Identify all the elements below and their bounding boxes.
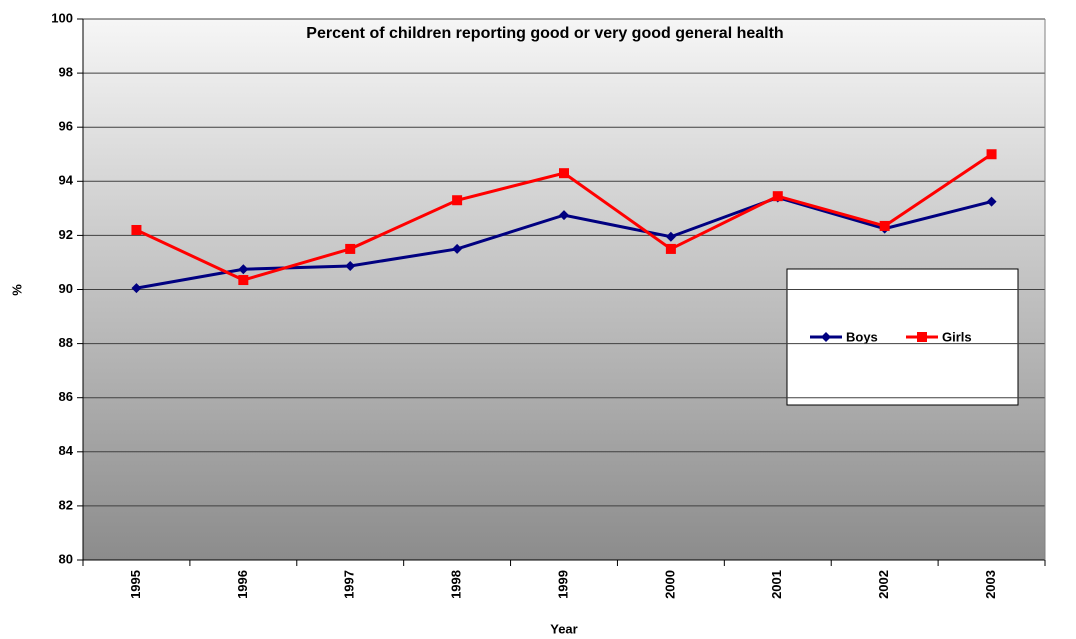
marker bbox=[665, 243, 676, 254]
marker bbox=[131, 283, 142, 294]
marker bbox=[559, 210, 569, 221]
x-tick-label: 1996 bbox=[235, 570, 250, 599]
legend: Boys Girls bbox=[786, 268, 1019, 406]
y-axis-title: % bbox=[9, 284, 24, 296]
marker bbox=[879, 220, 890, 231]
marker bbox=[345, 260, 356, 271]
x-tick-label: 2002 bbox=[876, 570, 891, 599]
y-tick-label: 86 bbox=[59, 389, 73, 404]
marker bbox=[452, 195, 463, 206]
marker bbox=[986, 149, 997, 160]
y-tick-label: 94 bbox=[59, 173, 74, 188]
x-tick-label: 1998 bbox=[449, 570, 464, 599]
marker bbox=[559, 168, 569, 179]
marker bbox=[986, 196, 997, 207]
legend-label: Girls bbox=[942, 329, 972, 344]
y-tick-label: 88 bbox=[59, 335, 73, 350]
y-tick-label: 80 bbox=[59, 551, 73, 566]
x-tick-label: 1999 bbox=[555, 570, 570, 599]
marker bbox=[452, 243, 463, 254]
y-tick-label: 100 bbox=[51, 10, 73, 25]
x-tick-label: 2003 bbox=[983, 570, 998, 599]
x-tick-label: 2001 bbox=[769, 570, 784, 599]
y-tick-label: 90 bbox=[59, 281, 73, 296]
x-tick-label: 1995 bbox=[128, 570, 143, 599]
y-tick-label: 84 bbox=[59, 443, 74, 458]
legend-marker bbox=[821, 332, 831, 342]
y-tick-label: 96 bbox=[59, 119, 73, 134]
legend-marker bbox=[917, 332, 927, 342]
marker bbox=[238, 275, 249, 286]
marker bbox=[238, 264, 249, 275]
x-axis-title: Year bbox=[550, 621, 577, 636]
x-tick-label: 1997 bbox=[342, 570, 357, 599]
y-tick-label: 82 bbox=[59, 497, 73, 512]
chart-title: Percent of children reporting good or ve… bbox=[306, 25, 783, 42]
marker bbox=[665, 231, 676, 242]
marker bbox=[131, 224, 142, 235]
y-tick-label: 98 bbox=[59, 65, 73, 80]
x-tick-label: 2000 bbox=[662, 570, 677, 599]
legend-label: Boys bbox=[846, 329, 878, 344]
marker bbox=[345, 243, 356, 254]
y-tick-label: 92 bbox=[59, 227, 73, 242]
marker bbox=[772, 191, 783, 202]
